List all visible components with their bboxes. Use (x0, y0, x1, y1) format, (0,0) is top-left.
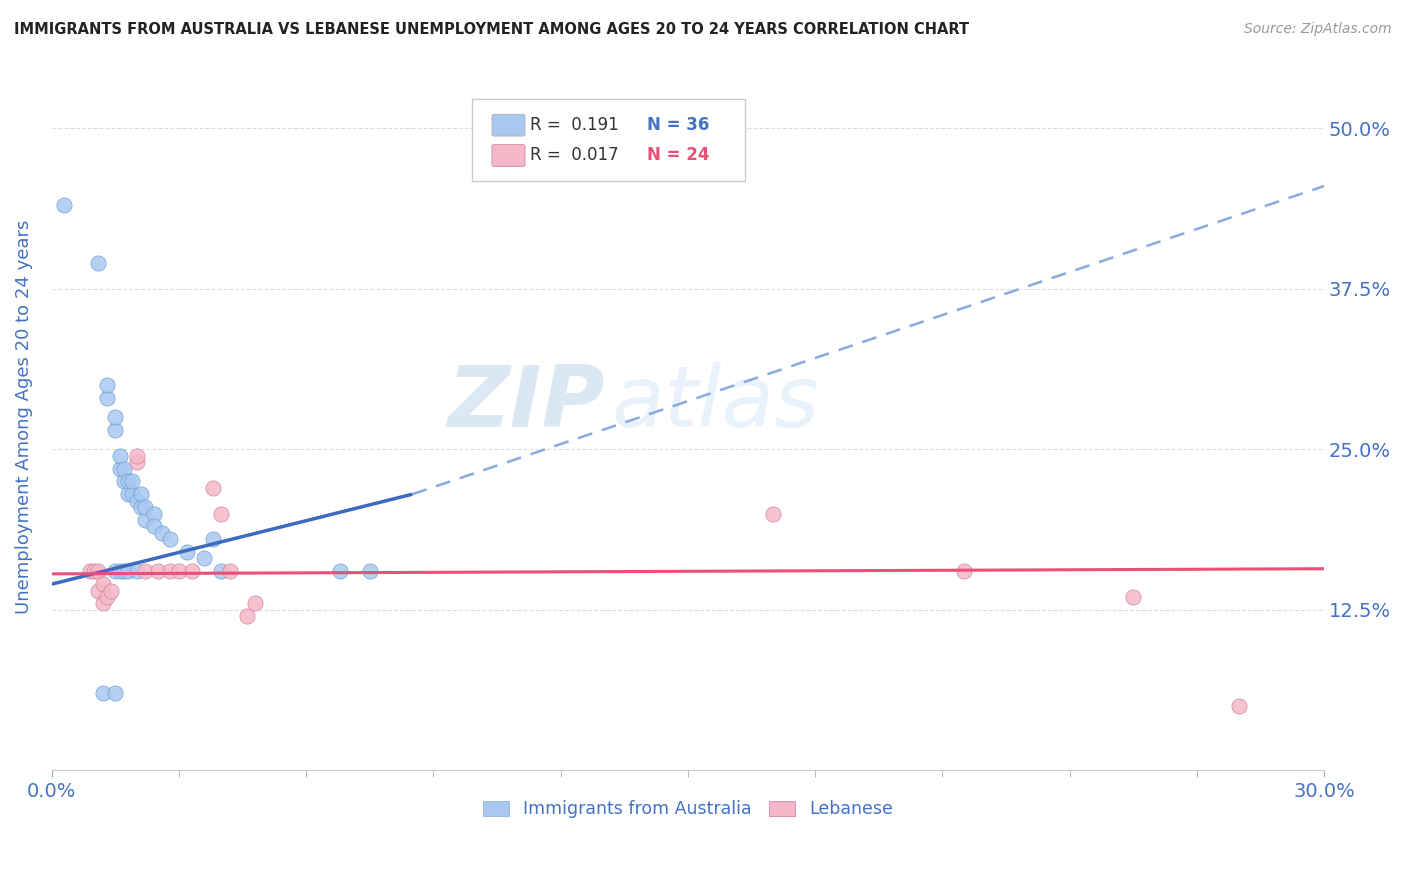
Point (329, 564, 352, 578)
Text: ZIP: ZIP (447, 361, 605, 444)
Point (134, 500, 156, 514)
Point (53, 198, 76, 212)
Point (108, 564, 131, 578)
Point (108, 449, 131, 463)
Point (146, 564, 169, 578)
Point (91, 686, 114, 700)
Point (1227, 699, 1250, 714)
Text: IMMIGRANTS FROM AUSTRALIA VS LEBANESE UNEMPLOYMENT AMONG AGES 20 TO 24 YEARS COR: IMMIGRANTS FROM AUSTRALIA VS LEBANESE UN… (14, 22, 969, 37)
Point (180, 564, 202, 578)
Point (112, 564, 135, 578)
Text: R =  0.017: R = 0.017 (530, 146, 619, 164)
Point (142, 507, 165, 521)
Point (117, 487, 139, 501)
Point (193, 551, 215, 566)
Point (112, 461, 135, 475)
Point (83, 564, 105, 578)
Point (125, 564, 148, 578)
Point (104, 564, 127, 578)
Point (159, 564, 181, 578)
Point (87, 256, 110, 270)
Point (125, 455, 148, 469)
Point (201, 532, 224, 546)
Point (112, 475, 135, 489)
Point (209, 564, 232, 578)
Point (91, 577, 114, 591)
Point (91, 596, 114, 610)
Text: N = 24: N = 24 (647, 146, 710, 164)
Point (762, 507, 785, 521)
Point (201, 481, 224, 495)
Point (125, 493, 148, 508)
Text: R =  0.191: R = 0.191 (530, 116, 619, 134)
Point (100, 583, 122, 598)
Legend: Immigrants from Australia, Lebanese: Immigrants from Australia, Lebanese (477, 793, 900, 825)
Y-axis label: Unemployment Among Ages 20 to 24 years: Unemployment Among Ages 20 to 24 years (15, 220, 32, 615)
Point (87, 564, 110, 578)
Point (142, 519, 165, 533)
Point (104, 410, 127, 425)
Point (79, 564, 101, 578)
Point (125, 449, 148, 463)
Point (209, 507, 232, 521)
Point (117, 564, 139, 578)
Text: N = 36: N = 36 (647, 116, 710, 134)
Point (245, 596, 267, 610)
Point (104, 686, 127, 700)
FancyBboxPatch shape (471, 99, 745, 180)
Point (134, 513, 156, 527)
Text: atlas: atlas (612, 361, 820, 444)
Point (117, 475, 139, 489)
Point (104, 423, 127, 437)
Point (150, 525, 173, 540)
Point (359, 564, 381, 578)
Point (129, 500, 152, 514)
Point (218, 564, 240, 578)
FancyBboxPatch shape (492, 114, 524, 136)
Point (129, 487, 152, 501)
Point (159, 532, 181, 546)
Point (87, 583, 110, 598)
Point (952, 564, 974, 578)
Point (236, 609, 259, 624)
Point (121, 487, 143, 501)
Point (1122, 590, 1144, 604)
FancyBboxPatch shape (492, 145, 524, 167)
Point (176, 545, 198, 559)
Point (96, 590, 118, 604)
Point (134, 564, 156, 578)
Text: Source: ZipAtlas.com: Source: ZipAtlas.com (1244, 22, 1392, 37)
Point (96, 391, 118, 405)
Point (96, 378, 118, 392)
Point (167, 564, 190, 578)
Point (121, 475, 143, 489)
Point (108, 461, 131, 475)
